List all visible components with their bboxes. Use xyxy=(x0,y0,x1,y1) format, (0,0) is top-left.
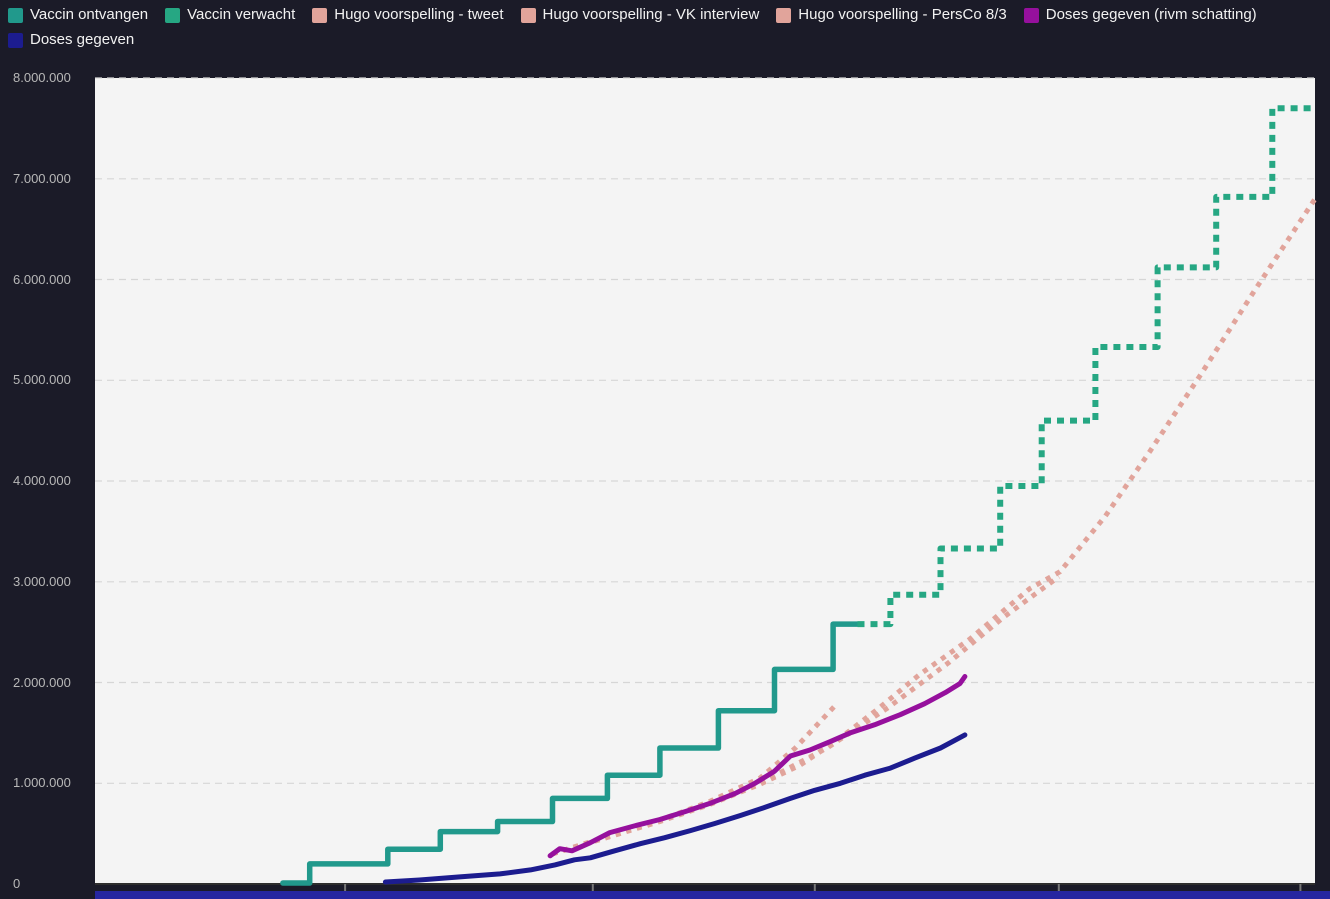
plot-area xyxy=(95,77,1318,891)
legend-swatch-hugo-vk-interview xyxy=(520,7,536,23)
legend: Vaccin ontvangen Vaccin verwacht Hugo voor… xyxy=(0,0,1330,49)
legend-swatch-doses-gegeven xyxy=(8,32,23,48)
series-doses-gegeven[interactable] xyxy=(382,732,968,885)
y-axis-label: 4.000.000 xyxy=(13,473,71,488)
legend-label: Hugo voorspelling - PersCo 8/3 xyxy=(798,6,1007,23)
legend-label: Hugo voorspelling - VK interview xyxy=(542,6,760,23)
y-axis-label: 1.000.000 xyxy=(13,775,71,791)
y-axis-label: 6.000.000 xyxy=(13,271,71,287)
series-vaccin-ontvangen[interactable] xyxy=(280,621,861,886)
legend-label: Doses gegeven (rivm schatting) xyxy=(1045,6,1257,23)
y-axis-label: 7.000.000 xyxy=(13,170,71,186)
legend-swatch-vaccin-ontvangen xyxy=(8,7,23,23)
legend-swatch-doses-gegeven-rivm xyxy=(1023,7,1039,23)
series-hugo-persco-8-3[interactable] xyxy=(551,197,1318,857)
legend-swatch-hugo-persco-8-3 xyxy=(776,7,792,23)
chart-svg[interactable] xyxy=(95,77,1318,891)
y-axis-label: 8.000.000 xyxy=(13,70,71,85)
y-axis-label: 2.000.000 xyxy=(13,674,71,690)
legend-swatch-vaccin-verwacht xyxy=(165,7,181,23)
legend-item-vaccin-ontvangen[interactable]: Vaccin ontvangen xyxy=(8,6,148,24)
legend-label: Doses gegeven xyxy=(30,31,135,48)
legend-item-doses-gegeven[interactable]: Doses gegeven xyxy=(8,31,134,49)
legend-item-vaccin-verwacht[interactable]: Vaccin verwacht xyxy=(165,6,295,24)
next-chart-strip xyxy=(95,891,1330,899)
series-doses-gegeven-rivm[interactable] xyxy=(547,674,968,859)
series-vaccin-verwacht[interactable] xyxy=(857,105,1316,628)
legend-label: Hugo voorspelling - tweet xyxy=(334,6,504,23)
legend-item-doses-gegeven-rivm[interactable]: Doses gegeven (rivm schatting) xyxy=(1023,6,1257,24)
legend-swatch-hugo-tweet xyxy=(312,7,328,23)
legend-label: Vaccin verwacht xyxy=(187,6,296,23)
legend-label: Vaccin ontvangen xyxy=(30,6,149,23)
y-axis-label: 5.000.000 xyxy=(13,372,71,388)
y-axis-label: 3.000.000 xyxy=(13,573,71,589)
legend-item-hugo-tweet[interactable]: Hugo voorspelling - tweet xyxy=(312,6,504,24)
series-hugo-tweet[interactable] xyxy=(551,574,1061,857)
y-axis-label: 0 xyxy=(13,876,21,891)
legend-item-hugo-persco-8-3[interactable]: Hugo voorspelling - PersCo 8/3 xyxy=(776,6,1007,24)
y-axis-labels: 0 1.000.000 2.000.000 3.000.000 4.000.000 5.0… xyxy=(0,70,88,891)
legend-item-hugo-vk-interview[interactable]: Hugo voorspelling - VK interview xyxy=(520,6,760,24)
